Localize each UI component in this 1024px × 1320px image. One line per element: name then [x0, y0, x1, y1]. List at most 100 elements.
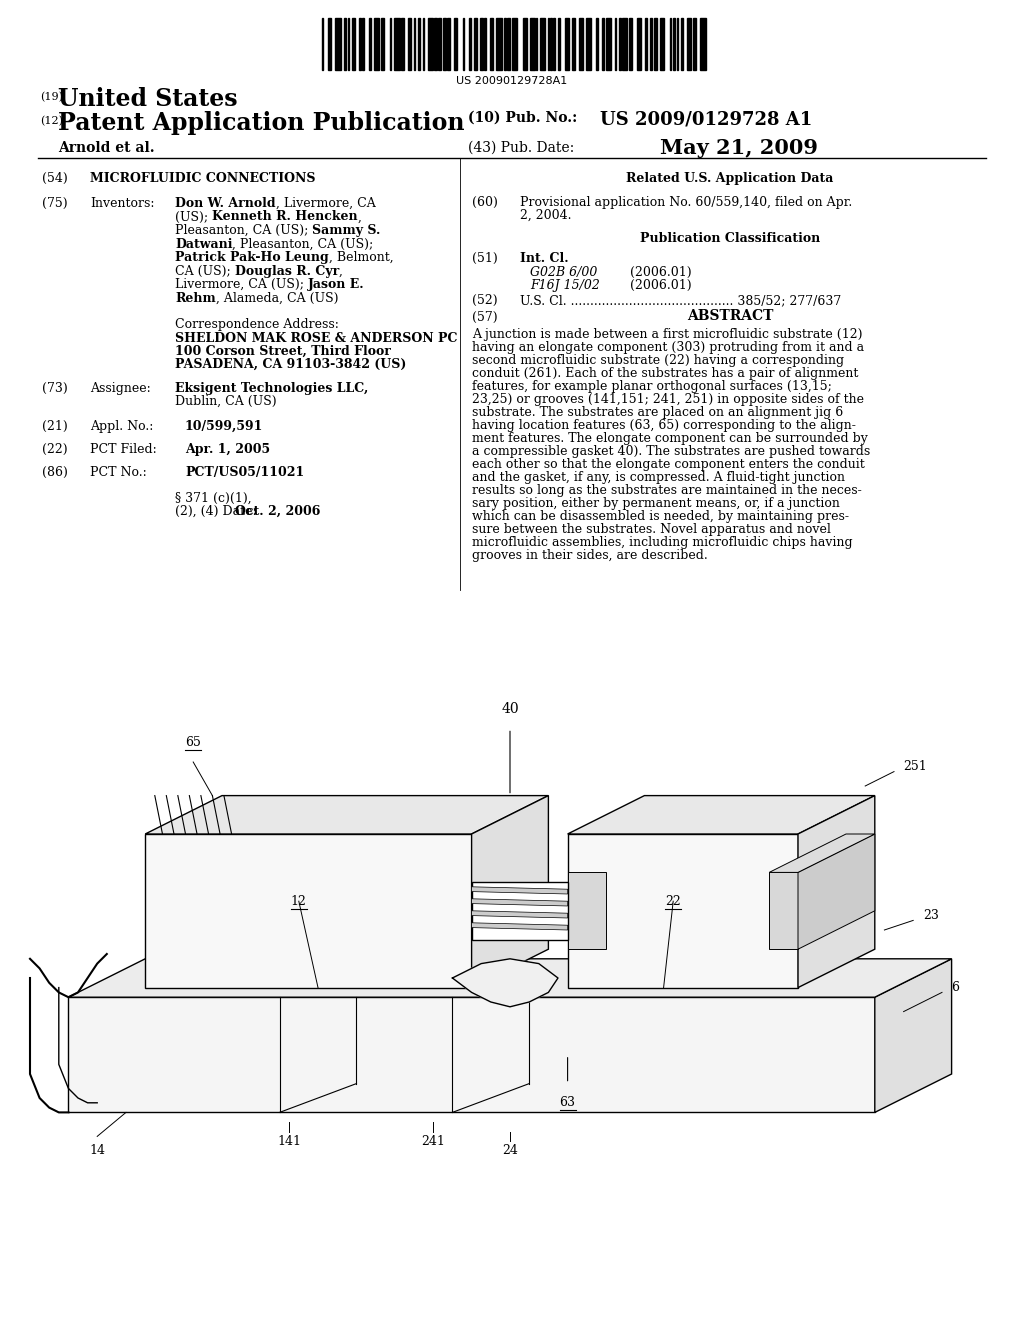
Text: Appl. No.:: Appl. No.: [90, 420, 154, 433]
Bar [673, 18, 676, 70]
Bar [572, 18, 574, 70]
Bar [418, 18, 420, 70]
Polygon shape [472, 911, 567, 917]
Text: ,: , [339, 264, 343, 277]
Bar [414, 18, 416, 70]
Text: (57): (57) [472, 312, 498, 323]
Text: , Alameda, CA (US): , Alameda, CA (US) [216, 292, 338, 305]
Text: sary position, either by permanent means, or, if a junction: sary position, either by permanent means… [472, 498, 840, 510]
Text: (73): (73) [42, 381, 68, 395]
Text: 6: 6 [951, 981, 959, 994]
Text: 22: 22 [666, 895, 681, 908]
Polygon shape [567, 873, 606, 949]
Text: 2, 2004.: 2, 2004. [520, 209, 571, 222]
Polygon shape [453, 958, 558, 1007]
Polygon shape [567, 796, 874, 834]
Text: sure between the substrates. Novel apparatus and novel: sure between the substrates. Novel appar… [472, 523, 830, 536]
Bar [335, 18, 341, 70]
Text: 141: 141 [278, 1135, 301, 1147]
Text: 24: 24 [502, 1144, 518, 1158]
Polygon shape [69, 958, 951, 997]
Bar [496, 18, 502, 70]
Bar [484, 18, 485, 70]
Polygon shape [145, 796, 549, 834]
Text: results so long as the substrates are maintained in the neces-: results so long as the substrates are ma… [472, 484, 862, 498]
Text: 65: 65 [185, 737, 201, 750]
Text: Inventors:: Inventors: [90, 197, 155, 210]
Text: , Belmont,: , Belmont, [329, 251, 393, 264]
Text: 23,25) or grooves (141,151; 241, 251) in opposite sides of the: 23,25) or grooves (141,151; 241, 251) in… [472, 393, 864, 407]
Text: and the gasket, if any, is compressed. A fluid-tight junction: and the gasket, if any, is compressed. A… [472, 471, 845, 484]
Bar [630, 18, 632, 70]
Text: (60): (60) [472, 195, 498, 209]
Polygon shape [798, 796, 874, 987]
Text: May 21, 2009: May 21, 2009 [660, 139, 818, 158]
Bar [654, 18, 656, 70]
Text: Eksigent Technologies LLC,: Eksigent Technologies LLC, [175, 381, 369, 395]
Text: grooves in their sides, are described.: grooves in their sides, are described. [472, 549, 708, 562]
Text: Jason E.: Jason E. [308, 279, 365, 290]
Bar [623, 18, 627, 70]
Text: MICROFLUIDIC CONNECTIONS: MICROFLUIDIC CONNECTIONS [90, 172, 315, 185]
Text: Int. Cl.: Int. Cl. [520, 252, 568, 265]
Bar [649, 18, 652, 70]
Text: Dublin, CA (US): Dublin, CA (US) [175, 395, 276, 408]
Text: CA (US);: CA (US); [175, 264, 234, 277]
Text: having an elongate component (303) protruding from it and a: having an elongate component (303) protr… [472, 341, 864, 354]
Text: a compressible gasket 40). The substrates are pushed towards: a compressible gasket 40). The substrate… [472, 445, 870, 458]
Text: Provisional application No. 60/559,140, filed on Apr.: Provisional application No. 60/559,140, … [520, 195, 852, 209]
Text: 40: 40 [501, 702, 519, 717]
Text: SHELDON MAK ROSE & ANDERSON PC: SHELDON MAK ROSE & ANDERSON PC [175, 333, 458, 345]
Polygon shape [567, 834, 798, 987]
Bar [659, 18, 664, 70]
Text: G02B 6/00: G02B 6/00 [530, 267, 597, 279]
Text: Patent Application Publication: Patent Application Publication [58, 111, 465, 135]
Text: (22): (22) [42, 444, 68, 455]
Bar [370, 18, 371, 70]
Bar [343, 18, 346, 70]
Polygon shape [472, 796, 549, 987]
Text: United States: United States [58, 87, 238, 111]
Text: ment features. The elongate component can be surrounded by: ment features. The elongate component ca… [472, 432, 868, 445]
Text: Rehm: Rehm [175, 292, 216, 305]
Text: US 2009/0129728 A1: US 2009/0129728 A1 [600, 111, 812, 129]
Text: Publication Classification: Publication Classification [640, 232, 820, 246]
Text: Kenneth R. Hencken: Kenneth R. Hencken [212, 210, 357, 223]
Text: Sammy S.: Sammy S. [312, 224, 381, 238]
Text: A junction is made between a first microfluidic substrate (12): A junction is made between a first micro… [472, 327, 862, 341]
Bar [551, 18, 552, 70]
Text: F16J 15/02: F16J 15/02 [530, 279, 600, 292]
Bar [553, 18, 555, 70]
Bar [523, 18, 527, 70]
Polygon shape [472, 899, 567, 906]
Bar [447, 18, 450, 70]
Text: Related U.S. Application Data: Related U.S. Application Data [627, 172, 834, 185]
Polygon shape [472, 882, 567, 940]
Bar [565, 18, 569, 70]
Text: , Livermore, CA: , Livermore, CA [275, 197, 376, 210]
Bar [455, 18, 457, 70]
Bar [541, 18, 545, 70]
Text: (75): (75) [42, 197, 68, 210]
Text: Patrick Pak-Ho Leung: Patrick Pak-Ho Leung [175, 251, 329, 264]
Bar [469, 18, 471, 70]
Bar [381, 18, 384, 70]
Text: microfluidic assemblies, including microfluidic chips having: microfluidic assemblies, including micro… [472, 536, 853, 549]
Text: Don W. Arnold: Don W. Arnold [175, 197, 275, 210]
Text: Pleasanton, CA (US);: Pleasanton, CA (US); [175, 224, 312, 238]
Bar [474, 18, 477, 70]
Text: 241: 241 [421, 1135, 445, 1147]
Text: 63: 63 [559, 1097, 575, 1109]
Bar [620, 18, 621, 70]
Text: Douglas R. Cyr: Douglas R. Cyr [234, 264, 339, 277]
Bar [530, 18, 535, 70]
Polygon shape [69, 997, 874, 1113]
Text: conduit (261). Each of the substrates has a pair of alignment: conduit (261). Each of the substrates ha… [472, 367, 858, 380]
Text: (43) Pub. Date:: (43) Pub. Date: [468, 141, 574, 154]
Text: Apr. 1, 2005: Apr. 1, 2005 [185, 444, 270, 455]
Text: PCT No.:: PCT No.: [90, 466, 146, 479]
Bar [463, 18, 464, 70]
Bar [428, 18, 432, 70]
Text: (12): (12) [40, 116, 63, 127]
Bar [687, 18, 691, 70]
